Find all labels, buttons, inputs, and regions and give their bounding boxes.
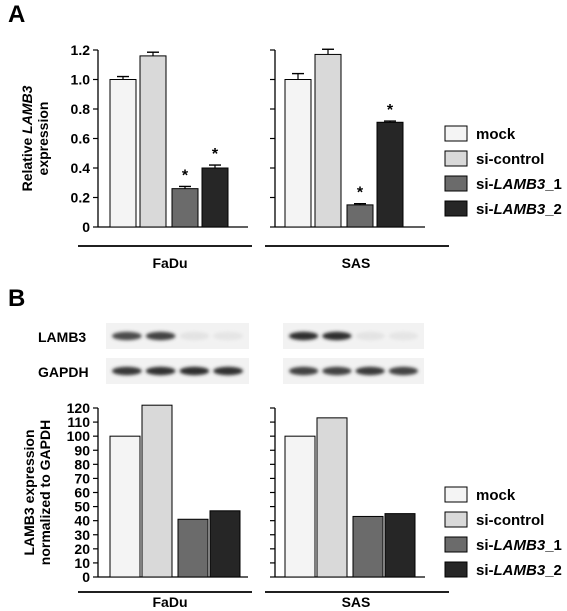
blot-band-lamb3-sas-1 <box>288 331 319 341</box>
bar-sas-si-lamb3-1 <box>352 515 384 578</box>
significance-asterisk: * <box>357 185 364 202</box>
y-tick-label: 10 <box>74 555 90 571</box>
bar-sas-mock <box>284 79 312 228</box>
y-axis-label-line-2: expression <box>35 102 51 176</box>
blot-band-gapdh-sas-3 <box>355 366 385 376</box>
legend-swatch-mock <box>444 486 468 503</box>
blot-band-lamb3-fadu-1 <box>112 331 142 341</box>
bar-fadu-si-lamb3-2 <box>201 167 229 228</box>
panel-a: A Relative LAMB3 expression 0 0.2 0.4 0.6 0.8 1.… <box>8 1 562 271</box>
y-tick-label: 0.4 <box>71 160 91 176</box>
y-tick-label: 50 <box>74 499 90 515</box>
panel-b: B LAMB3 expression normalized to GAPDH 0102… <box>8 285 562 610</box>
legend-swatch-si-lamb3-2 <box>444 200 468 217</box>
y-tick-label: 0.2 <box>71 190 91 206</box>
bar-fadu-mock <box>109 435 141 578</box>
bar-sas-si-lamb3-2 <box>376 121 404 228</box>
legend-swatch-si-lamb3-1 <box>444 536 468 553</box>
blot-band-lamb3-sas-4 <box>388 331 419 341</box>
x-category-label-fadu: FaDu <box>153 594 188 610</box>
y-tick-label: 90 <box>74 442 90 458</box>
y-tick-label: 120 <box>67 400 91 416</box>
blot-band-gapdh-fadu-2 <box>145 366 176 376</box>
significance-asterisk: * <box>387 102 394 119</box>
legend-label-si-control: si-control <box>476 151 544 168</box>
x-category-label-fadu: FaDu <box>153 255 188 271</box>
bar-sas-si-control <box>314 53 342 228</box>
blot-band-lamb3-fadu-2 <box>145 331 176 341</box>
legend-label-si-lamb3-1: si-LAMB3_1 <box>476 176 562 193</box>
blot-band-gapdh-sas-2 <box>322 366 352 376</box>
blot-band-gapdh-fadu-4 <box>213 366 243 376</box>
y-tick-label: 0.6 <box>71 131 91 147</box>
bar-fadu-si-control <box>141 404 173 578</box>
y-tick-label: 0 <box>82 569 90 585</box>
legend-label-si-lamb3-1: si-LAMB3_1 <box>476 537 562 554</box>
bar-fadu-si-lamb3-1 <box>177 518 209 578</box>
blot-band-gapdh-fadu-1 <box>112 366 142 376</box>
bar-sas-si-lamb3-2 <box>384 513 416 578</box>
bar-fadu-si-lamb3-1 <box>171 188 199 228</box>
legend-label-mock: mock <box>476 126 516 143</box>
legend-label-si-control: si-control <box>476 512 544 529</box>
legend-swatch-si-lamb3-1 <box>444 175 468 192</box>
panel-label-a: A <box>8 1 25 28</box>
y-tick-label: 80 <box>74 456 90 472</box>
blot-band-gapdh-fadu-3 <box>179 366 210 376</box>
bar-fadu-si-control <box>139 55 167 228</box>
bar-fadu-mock <box>109 79 137 228</box>
y-tick-label: 100 <box>67 428 91 444</box>
y-axis-label-line-1: LAMB3 expression <box>21 429 37 555</box>
legend-swatch-si-control <box>444 511 468 528</box>
bar-fadu-si-lamb3-2 <box>209 510 241 578</box>
y-tick-label: 40 <box>74 513 90 529</box>
y-tick-label: 70 <box>74 470 90 486</box>
blot-band-lamb3-fadu-3 <box>179 331 210 341</box>
legend-swatch-si-lamb3-2 <box>444 561 468 578</box>
blot-band-gapdh-sas-4 <box>388 366 419 376</box>
blot-band-lamb3-sas-3 <box>355 331 385 341</box>
y-tick-label: 0.8 <box>71 101 91 117</box>
blot-band-lamb3-fadu-4 <box>213 331 243 341</box>
y-tick-label: 1.2 <box>71 42 91 58</box>
x-category-label-sas: SAS <box>342 255 371 271</box>
panel-label-b: B <box>8 285 25 312</box>
bar-sas-si-control <box>316 417 348 578</box>
legend-swatch-si-control <box>444 150 468 167</box>
significance-asterisk: * <box>182 167 189 184</box>
y-axis-label-line-1: Relative LAMB3 <box>19 85 35 191</box>
x-category-label-sas: SAS <box>342 594 371 610</box>
y-tick-label: 0 <box>82 219 90 235</box>
y-axis-label-line-2: normalized to GAPDH <box>37 420 53 565</box>
y-tick-label: 30 <box>74 527 90 543</box>
blot-label-lamb3: LAMB3 <box>38 329 86 345</box>
legend-label-si-lamb3-2: si-LAMB3_2 <box>476 562 562 579</box>
blot-band-gapdh-sas-1 <box>288 366 319 376</box>
significance-asterisk: * <box>212 146 219 163</box>
y-tick-label: 110 <box>67 414 90 430</box>
legend-label-mock: mock <box>476 487 516 504</box>
bar-sas-si-lamb3-1 <box>346 204 374 228</box>
blot-band-lamb3-sas-2 <box>322 331 352 341</box>
bar-sas-mock <box>284 435 316 578</box>
legend-swatch-mock <box>444 125 468 142</box>
y-tick-label: 20 <box>74 541 90 557</box>
y-tick-label: 1.0 <box>71 72 91 88</box>
y-tick-label: 60 <box>74 485 90 501</box>
blot-label-gapdh: GAPDH <box>38 364 89 380</box>
legend-label-si-lamb3-2: si-LAMB3_2 <box>476 201 562 218</box>
